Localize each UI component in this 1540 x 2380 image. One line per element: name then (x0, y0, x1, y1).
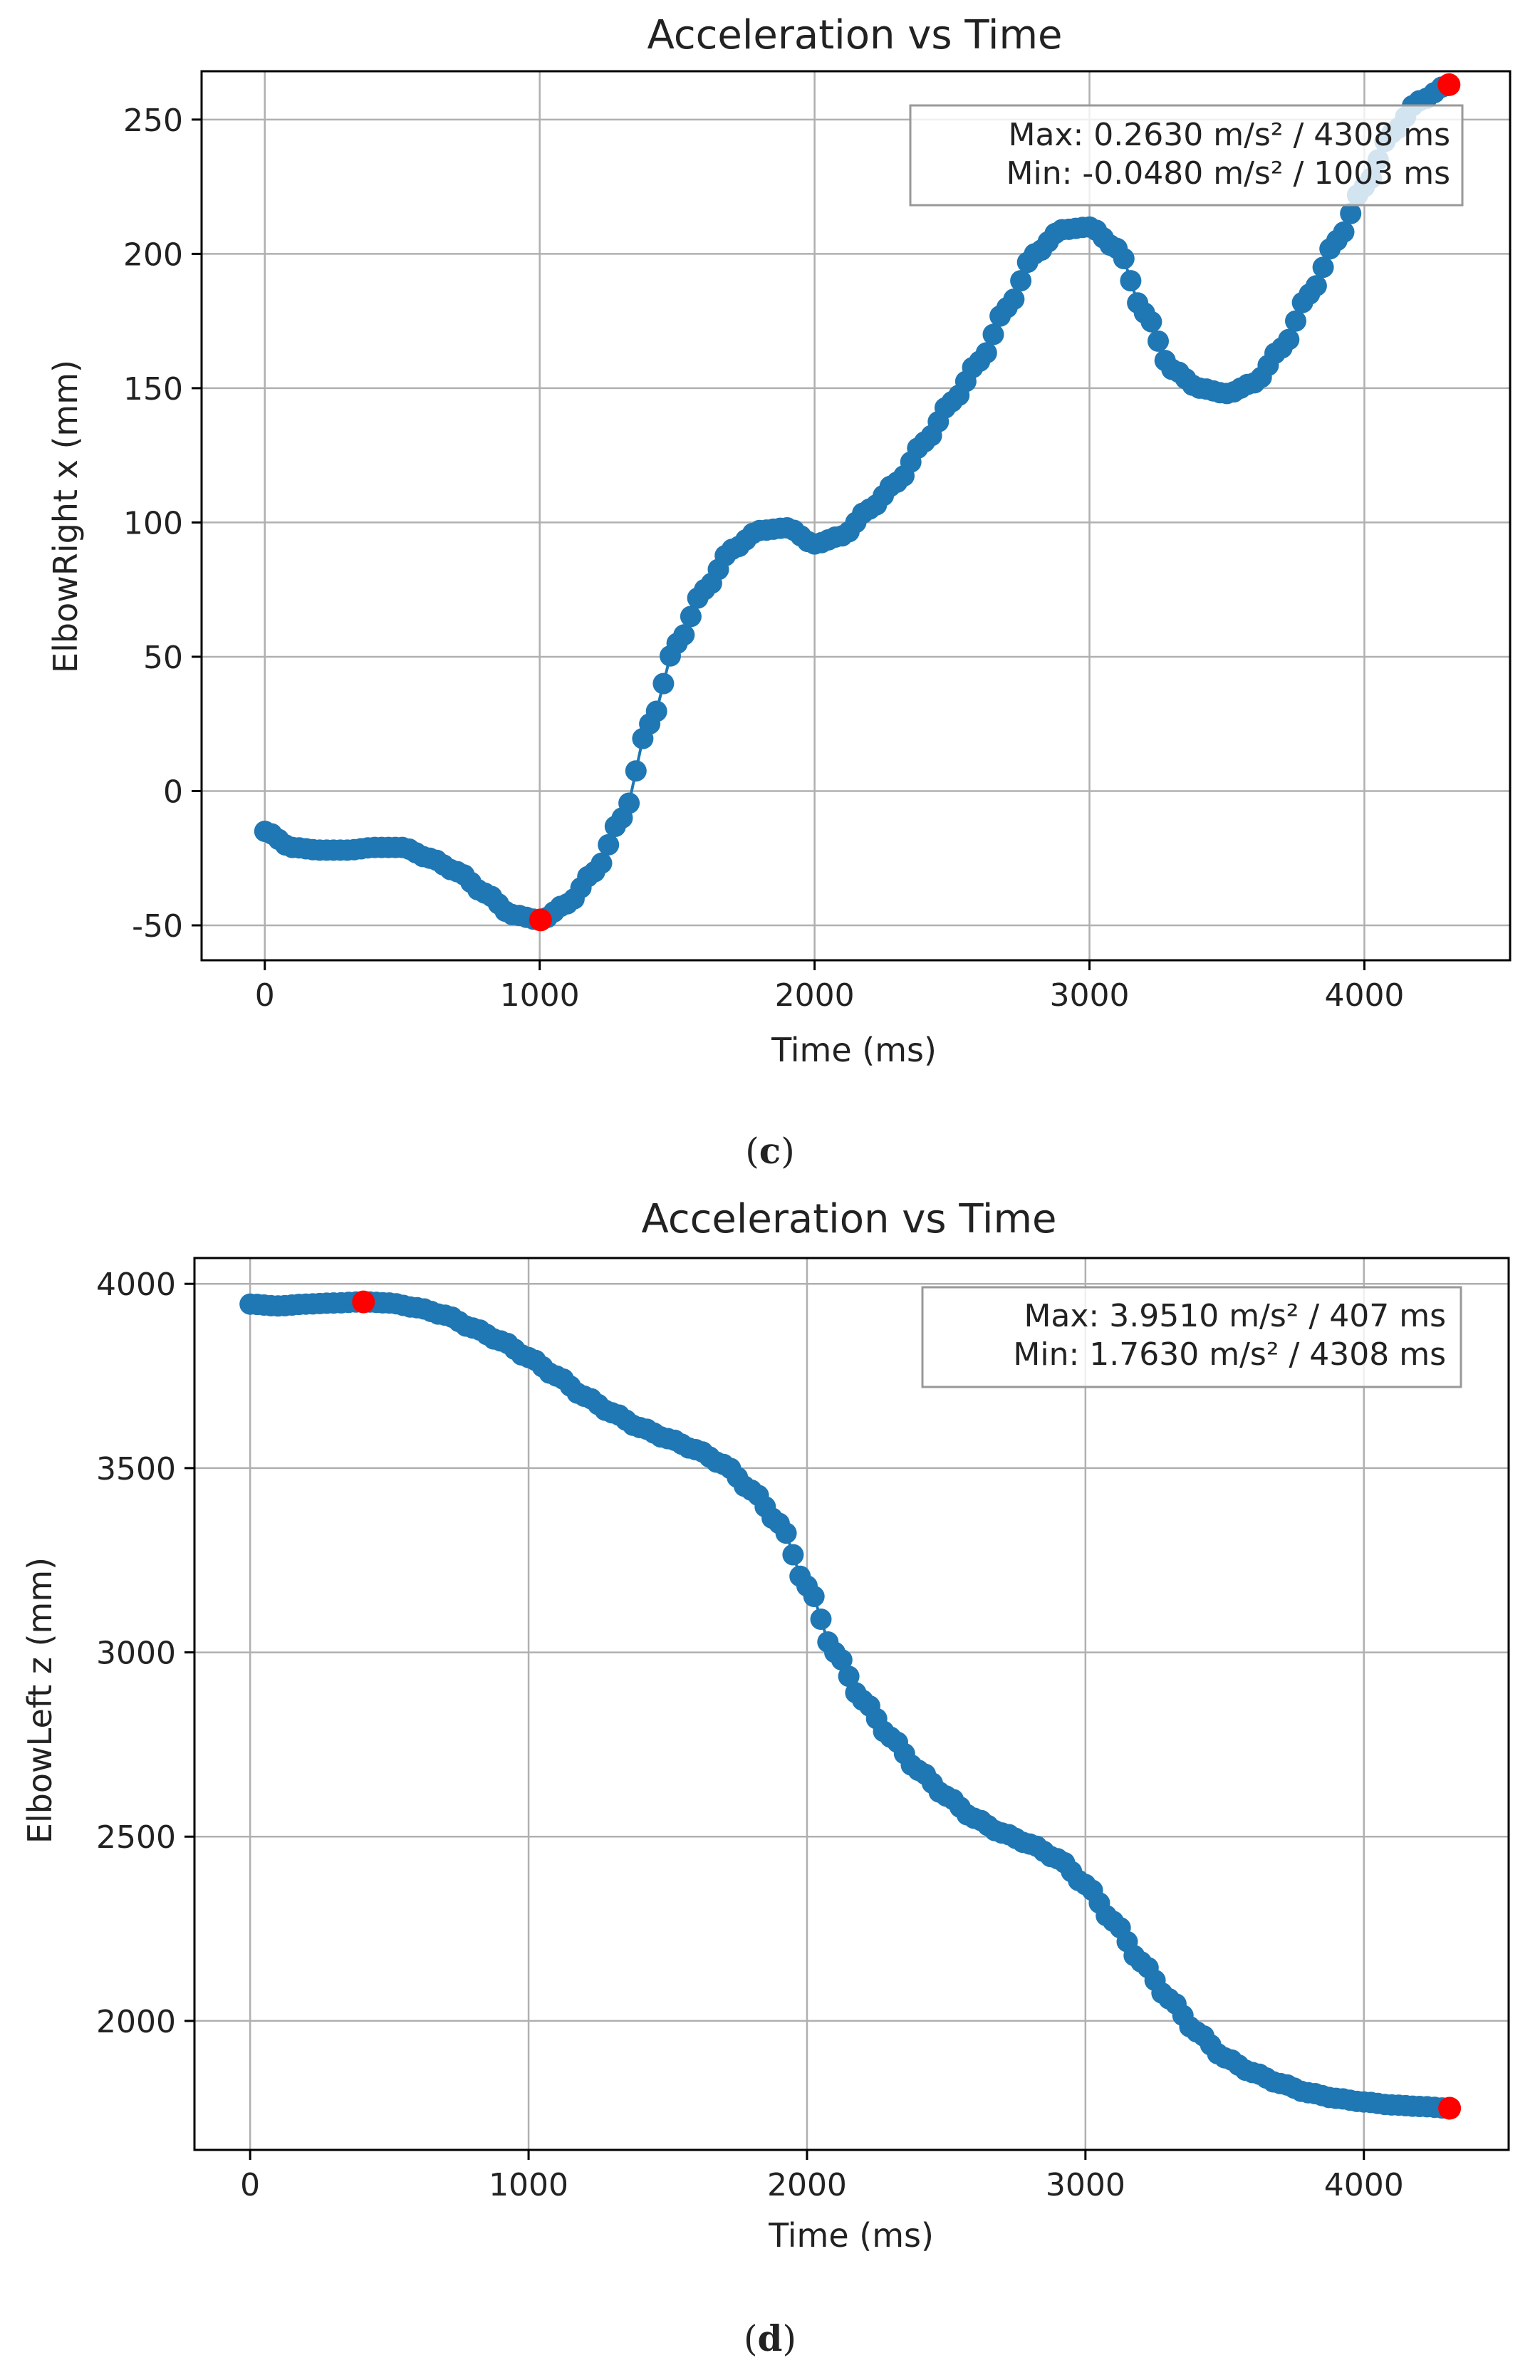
chart-d-ticks: 0 1000 2000 3000 4000 2000 2500 3000 3500 4000 (96, 1267, 1404, 2203)
chart-d-max-marker (352, 1290, 375, 1314)
caption-d-letter: d (758, 2317, 783, 2359)
chart-d-xtick-label: 0 (240, 2167, 260, 2203)
caption-c-letter: c (759, 1130, 781, 1172)
chart-d-data-point (782, 1544, 804, 1566)
chart-d-xtick-label: 2000 (767, 2167, 847, 2203)
caption-d-open: ( (744, 2318, 758, 2359)
chart-c-data-point (1148, 330, 1169, 352)
chart-d-data-point (803, 1586, 825, 1607)
chart-c-ytick-label: -50 (132, 908, 183, 945)
chart-c-ytick-label: 0 (163, 774, 183, 810)
chart-d-xtick-label: 4000 (1324, 2167, 1404, 2203)
chart-d-series (239, 1290, 1462, 2120)
chart-c-xtick-label: 0 (255, 977, 275, 1014)
chart-c-plot-frame (200, 70, 1512, 962)
chart-c-data-point (645, 700, 667, 722)
chart-c-xlabel: Time (ms) (771, 1031, 937, 1069)
chart-c-legend-box: Max: 0.2630 m/s² / 4308 ms Min: -0.0480 … (909, 104, 1464, 207)
chart-c-data-point (1003, 289, 1025, 310)
chart-c-data-point (598, 833, 620, 856)
chart-c-data-point (590, 852, 613, 874)
chart-d-ytick-label: 2000 (96, 2004, 176, 2040)
chart-c-ytick-label: 250 (123, 103, 183, 139)
chart-c-legend-min: Min: -0.0480 m/s² / 1003 ms (1006, 155, 1451, 192)
caption-c-open: ( (745, 1131, 759, 1172)
chart-c-data-point (618, 792, 640, 814)
chart-d-ylabel: ElbowLeft z (mm) (21, 1557, 59, 1844)
chart-c-data-point (1120, 270, 1142, 292)
chart-c-data-point (1010, 270, 1032, 292)
chart-d-legend-min: Min: 1.7630 m/s² / 4308 ms (1013, 1336, 1446, 1373)
chart-c-data-point (1305, 275, 1327, 297)
chart-c-xtick-label: 1000 (500, 977, 580, 1014)
caption-c: (c) (745, 1130, 794, 1172)
chart-c-data-point (1312, 256, 1334, 279)
chart-d-ytick-label: 2500 (96, 1819, 176, 1856)
chart-d-min-marker (1438, 2096, 1462, 2120)
chart-c-ticks: 0 1000 2000 3000 4000 -50 0 50 100 150 200 250 (123, 103, 1404, 1014)
chart-d-xtick-label: 3000 (1046, 2167, 1125, 2203)
chart-c-data-point (1140, 311, 1162, 333)
chart-c-data-point (1333, 221, 1355, 243)
chart-d-series-line (250, 1300, 1450, 2110)
chart-c-data-point (1340, 202, 1362, 224)
chart-c-xtick-label: 2000 (775, 977, 855, 1014)
chart-d-legend-box: Max: 3.9510 m/s² / 407 ms Min: 1.7630 m/… (921, 1286, 1462, 1388)
chart-d-data-point (810, 1609, 832, 1630)
chart-c-data-point (625, 760, 647, 782)
chart-d: Acceleration vs Time 0 1000 2000 3000 4000 20… (21, 1196, 1510, 2255)
chart-c-data-point (982, 323, 1004, 345)
chart-c-data-point (975, 342, 997, 364)
chart-c-ylabel: ElbowRight x (mm) (46, 360, 85, 673)
caption-c-close: ) (781, 1131, 795, 1172)
chart-d-data-point (831, 1649, 853, 1671)
chart-d-ytick-label: 3500 (96, 1451, 176, 1487)
chart-d-legend-max: Max: 3.9510 m/s² / 407 ms (1024, 1298, 1446, 1334)
chart-c-data-point (652, 672, 675, 695)
chart-c-ytick-label: 150 (123, 371, 183, 407)
chart-d-grid (194, 1258, 1509, 2150)
chart-c-title: Acceleration vs Time (647, 12, 1063, 58)
chart-d-title: Acceleration vs Time (642, 1196, 1057, 1242)
chart-c-series (254, 73, 1461, 932)
caption-d: (d) (744, 2317, 796, 2359)
chart-c-legend-max: Max: 0.2630 m/s² / 4308 ms (1008, 117, 1450, 153)
chart-d-ytick-label: 4000 (96, 1267, 176, 1303)
chart-d-plot-frame (193, 1257, 1510, 2151)
chart-c-min-marker (529, 908, 552, 932)
chart-c-ytick-label: 50 (143, 640, 183, 676)
caption-d-close: ) (782, 2318, 796, 2359)
chart-c-series-line (264, 83, 1450, 922)
chart-d-ytick-label: 3000 (96, 1636, 176, 1672)
chart-c-data-point (680, 606, 702, 628)
chart-d-data-point (775, 1522, 797, 1544)
chart-c-max-marker (1437, 73, 1461, 96)
chart-d-data-point (838, 1666, 860, 1688)
chart-d-xtick-label: 1000 (489, 2167, 568, 2203)
chart-c-xtick-label: 4000 (1324, 977, 1404, 1014)
chart-c-data-point (1278, 328, 1300, 350)
chart-c-xtick-label: 3000 (1050, 977, 1130, 1014)
chart-c-data-point (673, 624, 695, 646)
chart-c-data-point (1113, 248, 1135, 269)
chart-c-data-point (1285, 310, 1306, 332)
chart-d-xlabel: Time (ms) (768, 2216, 934, 2255)
chart-c: Acceleration vs Time 0 1000 2000 3000 4000-5… (46, 12, 1512, 1069)
chart-c-ytick-label: 200 (123, 237, 183, 273)
chart-c-ytick-label: 100 (123, 505, 183, 541)
